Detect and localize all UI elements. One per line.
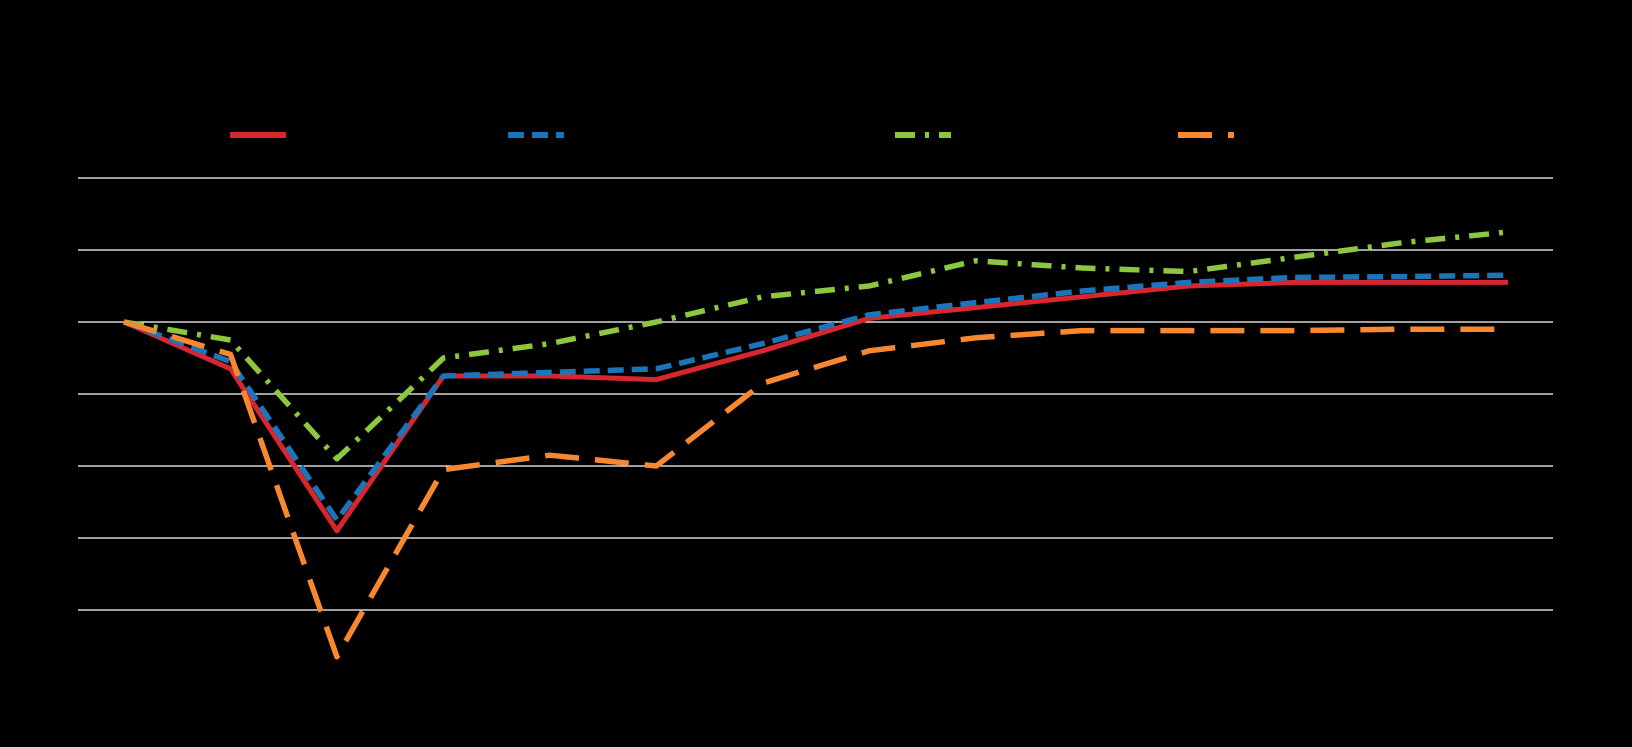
series-lines: [122, 229, 1509, 660]
series-line-0: [122, 279, 1508, 534]
series-line-3: [123, 319, 1508, 660]
series-line-1: [123, 272, 1509, 523]
series-line-2: [123, 229, 1509, 462]
gridlines: [78, 177, 1553, 611]
